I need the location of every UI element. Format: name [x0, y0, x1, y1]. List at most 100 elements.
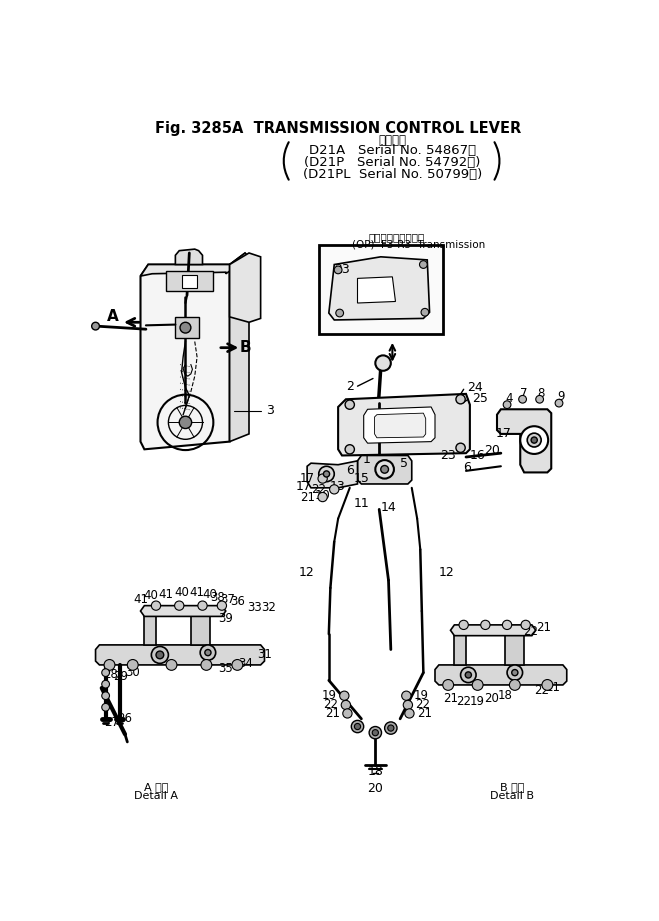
Text: 22: 22 [416, 698, 430, 711]
Circle shape [542, 680, 553, 691]
Text: 26: 26 [117, 712, 132, 726]
Text: Detail A: Detail A [134, 791, 178, 801]
Circle shape [339, 691, 349, 700]
Circle shape [351, 720, 364, 733]
Text: 30: 30 [125, 666, 140, 679]
Polygon shape [364, 407, 435, 443]
Polygon shape [319, 245, 443, 333]
Text: 2: 2 [346, 379, 354, 392]
Polygon shape [357, 277, 395, 303]
Text: 20: 20 [484, 693, 499, 705]
Text: (OP)  F3-R3  Transmission: (OP) F3-R3 Transmission [352, 239, 485, 250]
Circle shape [461, 667, 476, 682]
Text: 17: 17 [296, 480, 312, 493]
Circle shape [355, 723, 360, 729]
Text: 35: 35 [218, 661, 233, 674]
Circle shape [512, 670, 518, 676]
Polygon shape [96, 645, 264, 665]
Text: トランスミッション: トランスミッション [368, 232, 424, 242]
Text: 11: 11 [353, 496, 369, 509]
Text: 10: 10 [315, 489, 331, 502]
Text: 4: 4 [505, 392, 513, 405]
Circle shape [200, 645, 215, 660]
Circle shape [473, 680, 483, 691]
Circle shape [166, 659, 177, 670]
Circle shape [336, 309, 343, 317]
Polygon shape [451, 624, 536, 635]
Circle shape [405, 709, 414, 718]
Circle shape [104, 659, 115, 670]
Circle shape [156, 651, 163, 659]
Circle shape [345, 445, 355, 454]
Text: 19: 19 [322, 689, 337, 702]
Circle shape [376, 356, 391, 371]
Circle shape [456, 443, 465, 452]
Circle shape [341, 700, 351, 709]
Circle shape [502, 620, 512, 629]
Circle shape [152, 601, 161, 611]
Circle shape [318, 474, 328, 484]
Circle shape [217, 601, 227, 611]
Polygon shape [307, 460, 357, 488]
Circle shape [205, 649, 211, 656]
Circle shape [180, 322, 191, 333]
Text: 7: 7 [521, 387, 528, 400]
Circle shape [519, 395, 527, 403]
Polygon shape [182, 274, 197, 287]
Circle shape [318, 493, 328, 502]
Circle shape [101, 704, 109, 711]
Circle shape [385, 722, 397, 734]
Text: 23: 23 [440, 449, 456, 462]
Polygon shape [229, 253, 249, 442]
Text: B: B [239, 340, 251, 356]
Text: 15: 15 [353, 472, 369, 485]
Circle shape [456, 395, 465, 404]
Circle shape [201, 659, 212, 670]
Polygon shape [144, 611, 156, 645]
Text: 39: 39 [218, 612, 233, 625]
Text: Detail B: Detail B [490, 791, 534, 801]
Text: 22: 22 [323, 698, 338, 711]
Text: 41: 41 [159, 588, 173, 600]
Text: 8: 8 [538, 387, 545, 400]
Circle shape [503, 401, 511, 409]
Text: 40: 40 [203, 588, 217, 600]
Text: (D21PL  Serial No. 50799～): (D21PL Serial No. 50799～) [302, 168, 482, 181]
Text: 20: 20 [367, 782, 384, 795]
Circle shape [536, 395, 544, 403]
Circle shape [101, 669, 109, 676]
Text: 14: 14 [381, 501, 396, 514]
Text: B 詳細: B 詳細 [500, 782, 525, 792]
Polygon shape [505, 630, 524, 665]
Text: 21: 21 [545, 681, 560, 694]
Text: 32: 32 [261, 601, 276, 614]
Text: 1: 1 [363, 453, 371, 466]
Polygon shape [140, 253, 245, 276]
Circle shape [402, 691, 411, 700]
Text: 適用号機: 適用号機 [378, 134, 407, 146]
Circle shape [345, 400, 355, 409]
Text: 40: 40 [174, 586, 189, 599]
Circle shape [127, 659, 138, 670]
Circle shape [531, 437, 537, 443]
Polygon shape [229, 253, 260, 322]
Text: 21: 21 [536, 622, 551, 635]
Text: 13: 13 [330, 480, 346, 493]
Text: 21: 21 [443, 693, 458, 705]
Polygon shape [329, 257, 430, 320]
Circle shape [324, 471, 330, 477]
Text: 6: 6 [464, 461, 471, 474]
Text: 31: 31 [257, 648, 272, 661]
Circle shape [420, 261, 427, 268]
Circle shape [520, 426, 548, 454]
Text: 3: 3 [266, 404, 274, 417]
Polygon shape [497, 409, 551, 472]
Text: A: A [107, 309, 119, 324]
Text: 25: 25 [473, 392, 488, 405]
Polygon shape [140, 606, 226, 616]
Text: 17: 17 [496, 427, 511, 440]
Text: 36: 36 [230, 595, 244, 608]
Text: 23: 23 [334, 263, 350, 276]
Circle shape [152, 647, 169, 663]
Text: 18: 18 [367, 764, 384, 777]
